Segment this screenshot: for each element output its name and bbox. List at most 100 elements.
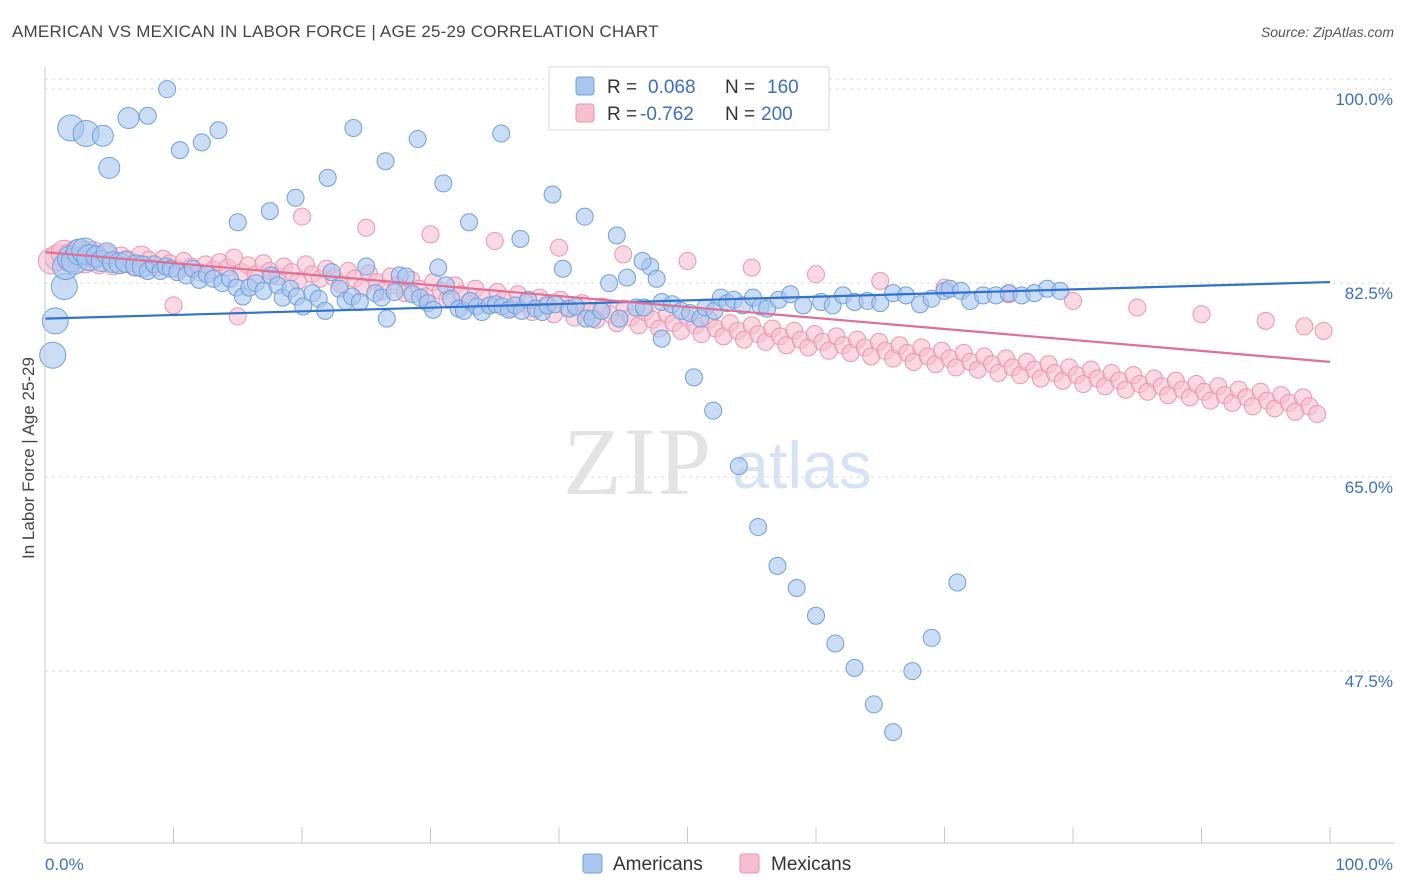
mexican-point	[485, 232, 504, 251]
american-point	[592, 301, 611, 320]
mexican-point	[1295, 317, 1314, 336]
american-point	[117, 106, 140, 129]
mexican-point	[678, 252, 697, 270]
american-point	[376, 152, 395, 171]
mexican-point	[1308, 404, 1327, 423]
american-point	[158, 80, 177, 99]
american-point	[91, 124, 114, 147]
y-tick-label: 65.0%	[1345, 478, 1393, 497]
american-point	[884, 723, 903, 742]
american-point	[39, 341, 67, 369]
american-point	[209, 121, 228, 140]
americans-trend-line	[44, 280, 1331, 320]
legend-box	[548, 66, 830, 131]
mexican-point	[550, 238, 568, 257]
x-tick-label-max: 100.0%	[1335, 855, 1393, 874]
american-point	[98, 156, 121, 179]
mexican-point	[1192, 305, 1211, 324]
american-point	[344, 118, 363, 137]
american-point	[618, 268, 637, 287]
american-point	[543, 185, 562, 204]
american-point	[864, 695, 883, 714]
american-point	[607, 226, 626, 245]
y-tick-label: 82.5%	[1345, 284, 1393, 303]
mexican-point	[421, 225, 440, 244]
american-point	[260, 202, 279, 221]
american-point	[575, 207, 594, 226]
american-point	[729, 457, 748, 476]
bottom-legend-label-americans: Americans	[613, 854, 703, 875]
american-point	[948, 573, 967, 592]
bottom-legend-swatch-mexicans	[739, 853, 760, 874]
american-point	[922, 628, 941, 647]
mexicans-trend-line	[44, 251, 1331, 363]
source-label: Source: ZipAtlas.com	[1260, 24, 1394, 40]
mexican-point	[1256, 311, 1275, 330]
mexican-point	[224, 248, 243, 267]
legend-swatch-mexicans	[575, 103, 595, 123]
american-point	[610, 309, 629, 328]
bottom-legend: Americans Mexicans	[582, 853, 851, 875]
grid-layer	[45, 78, 1395, 672]
american-point	[845, 658, 864, 677]
mexican-point	[614, 245, 633, 264]
mexican-point	[357, 218, 376, 237]
legend-n-value-mexicans: 200	[761, 104, 793, 125]
american-point	[192, 133, 211, 152]
american-point	[511, 229, 530, 248]
american-point	[434, 174, 453, 193]
watermark: ZIP atlas	[563, 408, 872, 515]
american-point	[749, 518, 768, 537]
american-point	[553, 259, 572, 278]
american-point	[318, 168, 337, 187]
mexican-point	[164, 296, 183, 315]
mexican-point	[1314, 321, 1333, 340]
legend-n-value-americans: 160	[767, 77, 799, 98]
chart-title: AMERICAN VS MEXICAN IN LABOR FORCE | AGE…	[12, 22, 659, 41]
american-point	[429, 258, 448, 277]
y-tick-label: 100.0%	[1335, 90, 1393, 109]
american-point	[170, 141, 189, 160]
legend-r-label-americans: R =	[607, 77, 637, 98]
american-point	[385, 283, 404, 302]
mexican-point	[807, 265, 825, 284]
mexican-point	[871, 271, 890, 290]
y-tick-label: 47.5%	[1345, 672, 1393, 691]
american-point	[286, 188, 305, 207]
bottom-legend-label-mexicans: Mexicans	[771, 854, 851, 875]
american-point	[408, 130, 427, 149]
american-point	[684, 368, 703, 387]
watermark-atlas: atlas	[732, 428, 871, 502]
legend-r-value-americans: 0.068	[648, 77, 696, 98]
mexican-point	[228, 307, 247, 326]
legend-n-label-americans: N =	[725, 77, 755, 98]
american-point	[633, 252, 652, 270]
american-point	[41, 307, 69, 335]
axis-layer: 100.0% 82.5% 65.0% 47.5% 0.0% 100.0%	[44, 67, 1395, 874]
american-point	[826, 634, 845, 653]
trend-layer	[44, 251, 1331, 363]
mexican-point	[1064, 291, 1082, 310]
mexican-point	[742, 258, 761, 277]
american-point	[768, 556, 787, 575]
american-point	[228, 213, 247, 232]
american-point	[647, 269, 666, 288]
american-point	[138, 106, 157, 125]
mexican-point	[293, 207, 311, 226]
legend-n-label-mexicans: N =	[725, 104, 755, 125]
american-point	[492, 124, 511, 143]
y-axis-label: In Labor Force | Age 25-29	[19, 357, 38, 559]
bottom-legend-swatch-americans	[582, 853, 603, 874]
american-point	[787, 579, 806, 598]
american-point	[704, 401, 723, 420]
x-tick-label-min: 0.0%	[45, 855, 84, 874]
american-point	[460, 213, 479, 232]
legend-r-label-mexicans: R =	[607, 104, 637, 125]
american-point	[652, 329, 671, 348]
legend-r-value-mexicans: -0.762	[640, 104, 694, 125]
american-point	[397, 267, 416, 286]
mexican-point	[1128, 298, 1147, 317]
legend: R = 0.068 N = 160 R = -0.762 N = 200	[548, 66, 830, 131]
american-point	[424, 300, 443, 319]
american-point	[350, 293, 369, 312]
